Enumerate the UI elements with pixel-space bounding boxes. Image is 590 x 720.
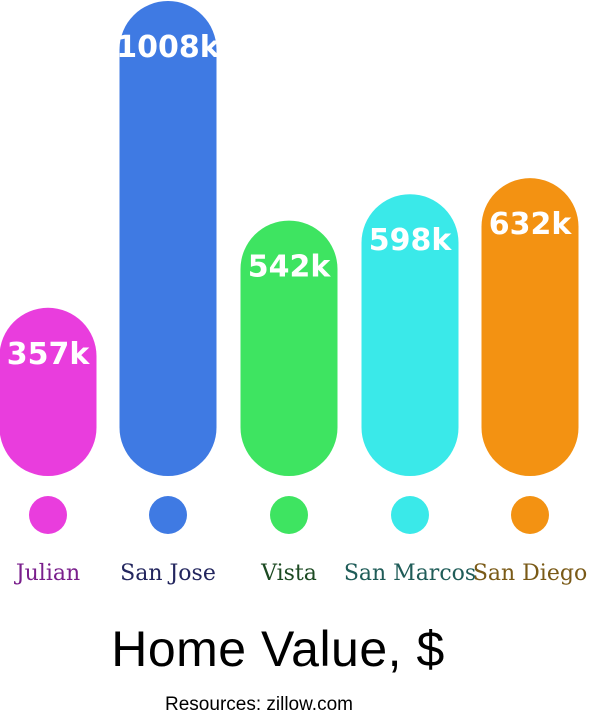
category-label: Vista <box>260 561 317 586</box>
category-label: Julian <box>14 561 80 586</box>
legend-dot <box>270 496 308 534</box>
bar-julian <box>0 307 97 476</box>
value-label: 542k <box>248 250 332 285</box>
value-label: 1008k <box>116 30 220 65</box>
legend-dot <box>511 496 549 534</box>
category-label: San Diego <box>473 561 587 586</box>
bar-san-marcos <box>361 194 459 477</box>
category-label: San Marcos <box>344 561 476 586</box>
value-label: 357k <box>7 337 91 372</box>
value-label: 632k <box>489 207 573 242</box>
chart-source: Resources: zillow.com <box>165 694 353 715</box>
legend-dot <box>29 496 67 534</box>
chart-title: Home Value, $ <box>111 621 445 677</box>
legend-dot <box>391 496 429 534</box>
bar-san-jose <box>119 1 217 476</box>
value-label: 598k <box>369 223 453 258</box>
bar-vista <box>240 220 338 476</box>
category-label: San Jose <box>120 561 216 586</box>
bar-san-diego <box>481 178 579 476</box>
legend-dot <box>149 496 187 534</box>
